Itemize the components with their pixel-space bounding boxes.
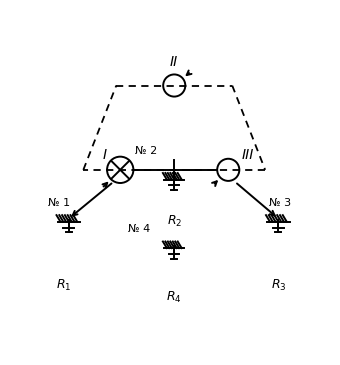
Text: $R_1$: $R_1$ <box>56 278 71 293</box>
Text: II: II <box>170 55 178 69</box>
Text: $R_3$: $R_3$ <box>271 278 286 293</box>
Text: № 3: № 3 <box>269 198 291 208</box>
Text: $R_2$: $R_2$ <box>167 214 182 229</box>
Text: № 2: № 2 <box>135 146 157 156</box>
Text: № 1: № 1 <box>48 198 70 208</box>
Text: I: I <box>102 147 106 162</box>
Text: III: III <box>241 147 254 162</box>
Text: № 4: № 4 <box>128 224 151 234</box>
Text: $R_4$: $R_4$ <box>166 289 182 305</box>
